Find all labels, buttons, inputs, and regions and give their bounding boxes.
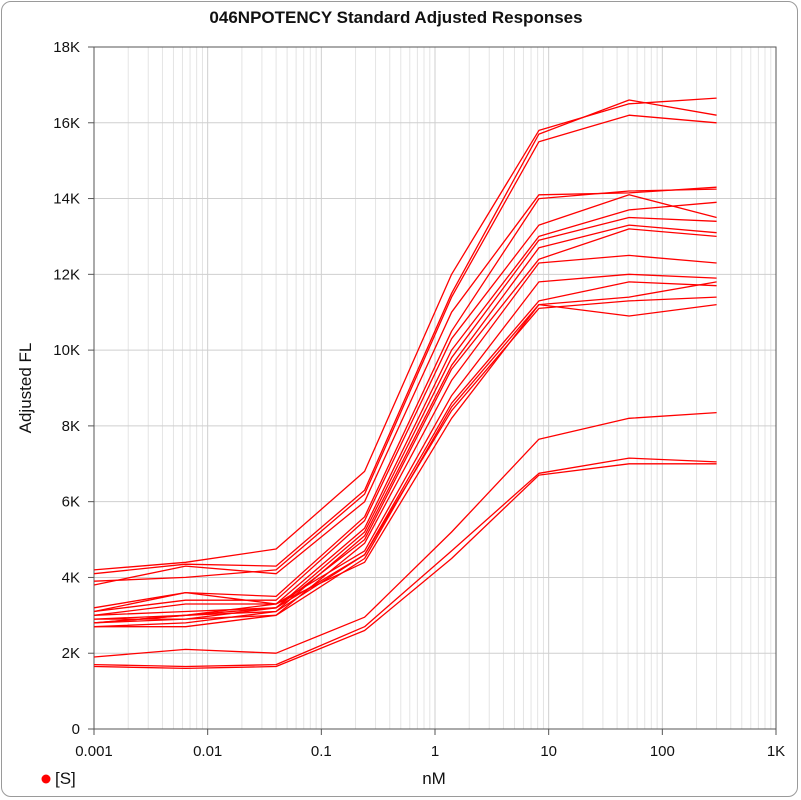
series-line-6 (93, 194, 717, 613)
y-tick-label: 12K (53, 266, 80, 283)
x-axis-ticks: 0.001 0.01 0.1 1 10 100 1K (75, 729, 785, 760)
y-tick-label: 4K (62, 569, 80, 586)
x-tick-label: 100 (650, 743, 675, 760)
y-tick-label: 8K (62, 418, 80, 435)
grid (94, 47, 776, 729)
series-line-13 (93, 281, 717, 628)
x-tick-label: 1 (431, 743, 439, 760)
chart-title: 046NPOTENCY Standard Adjusted Responses (209, 8, 582, 27)
legend-marker-circle (41, 774, 51, 784)
series-line-7 (93, 201, 717, 616)
x-tick-label: 0.1 (311, 743, 332, 760)
series-line-19 (93, 463, 717, 670)
x-tick-label: 10 (540, 743, 557, 760)
y-axis-label: Adjusted FL (16, 343, 35, 434)
x-axis-label: nM (422, 769, 446, 788)
series-line-5 (93, 188, 717, 609)
legend: [S] (41, 769, 76, 788)
x-tick-label: 0.001 (75, 743, 113, 760)
series-group (93, 97, 717, 670)
series-line-2 (93, 99, 717, 575)
y-tick-label: 10K (53, 342, 80, 359)
series-line-15 (93, 296, 717, 624)
series-line-10 (94, 228, 717, 620)
series-line-1 (93, 97, 717, 571)
series-line-11 (93, 254, 717, 624)
series-line-9 (93, 224, 717, 620)
y-tick-label: 16K (53, 115, 80, 132)
series-line-3 (93, 114, 717, 582)
y-axis-ticks: 0 2K 4K 6K 8K 10K 12K 14K 16K 18K (53, 39, 94, 738)
x-tick-label: 0.01 (193, 743, 222, 760)
x-tick-label: 1K (767, 743, 785, 760)
series-line-18 (93, 457, 717, 668)
y-tick-label: 14K (53, 191, 80, 208)
series-line-4 (93, 186, 717, 586)
series-line-17 (93, 411, 717, 658)
series-line-8 (93, 216, 717, 616)
series-line-14 (94, 281, 717, 628)
series-line-16 (93, 303, 717, 613)
legend-label: [S] (55, 769, 76, 788)
y-tick-label: 18K (53, 39, 80, 56)
y-tick-label: 2K (62, 645, 80, 662)
y-tick-label: 6K (62, 494, 80, 511)
series-line-12 (93, 273, 717, 624)
y-tick-label: 0 (72, 721, 80, 738)
